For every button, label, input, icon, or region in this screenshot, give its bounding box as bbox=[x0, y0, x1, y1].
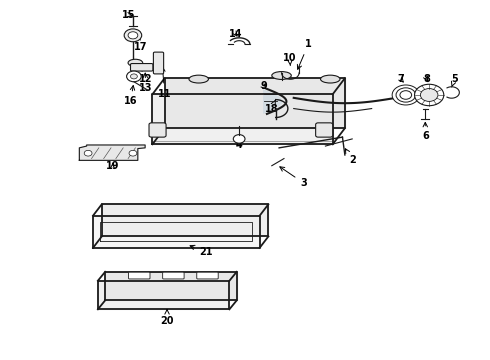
Text: 4: 4 bbox=[236, 140, 243, 150]
Text: 19: 19 bbox=[106, 161, 119, 171]
Ellipse shape bbox=[320, 75, 340, 83]
Text: 17: 17 bbox=[133, 36, 147, 52]
Text: 14: 14 bbox=[228, 28, 242, 39]
FancyBboxPatch shape bbox=[163, 272, 184, 279]
Ellipse shape bbox=[272, 72, 291, 80]
Circle shape bbox=[396, 88, 416, 102]
Circle shape bbox=[233, 135, 245, 143]
Polygon shape bbox=[165, 78, 345, 128]
Ellipse shape bbox=[189, 75, 208, 83]
FancyBboxPatch shape bbox=[149, 123, 166, 137]
Text: 7: 7 bbox=[397, 74, 404, 84]
Circle shape bbox=[130, 74, 137, 79]
Polygon shape bbox=[102, 204, 269, 237]
Text: 12: 12 bbox=[139, 67, 152, 84]
Ellipse shape bbox=[128, 59, 143, 66]
FancyBboxPatch shape bbox=[130, 64, 153, 71]
Text: 18: 18 bbox=[265, 100, 278, 113]
FancyBboxPatch shape bbox=[128, 272, 150, 279]
Polygon shape bbox=[79, 145, 145, 160]
Text: 1: 1 bbox=[297, 39, 312, 69]
Circle shape bbox=[392, 85, 419, 105]
Circle shape bbox=[129, 150, 137, 156]
Polygon shape bbox=[152, 94, 333, 144]
Text: 11: 11 bbox=[158, 67, 172, 99]
Circle shape bbox=[124, 29, 142, 42]
Circle shape bbox=[128, 32, 138, 39]
Text: 16: 16 bbox=[124, 86, 137, 107]
Text: 20: 20 bbox=[160, 310, 174, 326]
Circle shape bbox=[415, 84, 444, 106]
Polygon shape bbox=[105, 272, 237, 300]
Circle shape bbox=[126, 71, 141, 82]
Text: 6: 6 bbox=[422, 122, 429, 141]
Text: 2: 2 bbox=[345, 149, 356, 165]
Text: 8: 8 bbox=[423, 74, 430, 84]
FancyBboxPatch shape bbox=[197, 272, 218, 279]
FancyBboxPatch shape bbox=[153, 52, 164, 74]
Text: 15: 15 bbox=[122, 10, 136, 20]
FancyBboxPatch shape bbox=[316, 123, 333, 137]
Polygon shape bbox=[98, 281, 229, 309]
Circle shape bbox=[420, 89, 438, 102]
Polygon shape bbox=[93, 216, 260, 248]
Text: 9: 9 bbox=[260, 81, 267, 91]
Circle shape bbox=[400, 91, 412, 99]
Text: 13: 13 bbox=[139, 73, 152, 93]
Circle shape bbox=[84, 150, 92, 156]
Text: 10: 10 bbox=[283, 53, 296, 66]
Text: 5: 5 bbox=[451, 74, 458, 87]
Text: 3: 3 bbox=[280, 167, 307, 188]
Text: 21: 21 bbox=[190, 246, 213, 257]
